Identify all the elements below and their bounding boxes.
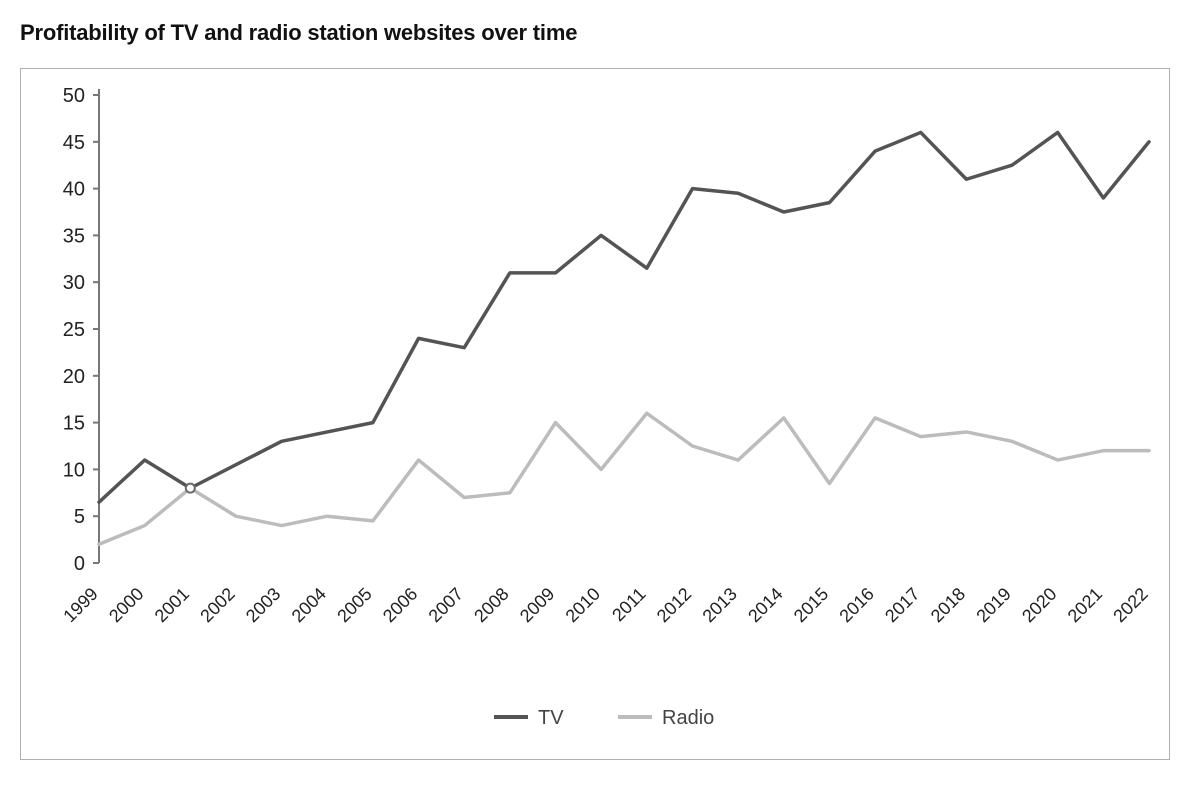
marker-point (186, 484, 195, 493)
x-tick-label: 1999 (59, 584, 101, 626)
x-tick-label: 2011 (608, 584, 650, 626)
legend-label: TV (538, 707, 564, 729)
x-tick-label: 2002 (196, 584, 238, 626)
y-tick-label: 15 (63, 413, 85, 435)
x-tick-label: 2004 (288, 584, 330, 626)
x-tick-label: 2007 (425, 584, 467, 626)
x-tick-label: 2006 (379, 584, 421, 626)
x-tick-label: 2001 (151, 584, 193, 626)
legend-label: Radio (662, 707, 714, 729)
y-tick-label: 30 (63, 272, 85, 294)
x-tick-label: 2008 (470, 584, 512, 626)
y-tick-label: 0 (74, 553, 85, 575)
series-line-tv (99, 132, 1149, 502)
series-line-radio (99, 413, 1149, 544)
y-tick-label: 45 (63, 132, 85, 154)
x-tick-label: 2022 (1109, 584, 1151, 626)
y-tick-label: 20 (63, 366, 85, 388)
chart-title: Profitability of TV and radio station we… (20, 20, 1180, 46)
x-tick-label: 2015 (790, 584, 832, 626)
y-tick-label: 10 (63, 459, 85, 481)
line-chart: 0 5 10 15 20 25 30 35 40 45 50 19992000200120022003… (21, 69, 1169, 759)
x-tick-label: 2013 (698, 584, 740, 626)
x-tick-label: 2017 (881, 584, 923, 626)
y-tick-label: 50 (63, 85, 85, 107)
x-tick-label: 2019 (972, 584, 1014, 626)
x-tick-label: 2020 (1018, 584, 1060, 626)
y-tick-label: 5 (74, 506, 85, 528)
x-tick-label: 2014 (744, 584, 786, 626)
x-tick-label: 2003 (242, 584, 284, 626)
x-tick-label: 2012 (653, 584, 695, 626)
y-tick-label: 35 (63, 225, 85, 247)
x-tick-label: 2000 (105, 584, 147, 626)
chart-container: 0 5 10 15 20 25 30 35 40 45 50 19992000200120022003… (20, 68, 1170, 760)
x-tick-label: 2016 (835, 584, 877, 626)
x-tick-label: 2018 (927, 584, 969, 626)
y-tick-label: 40 (63, 179, 85, 201)
x-tick-label: 2009 (516, 584, 558, 626)
x-tick-label: 2005 (333, 584, 375, 626)
x-tick-label: 2021 (1064, 584, 1106, 626)
x-tick-label: 2010 (562, 584, 604, 626)
y-tick-label: 25 (63, 319, 85, 341)
